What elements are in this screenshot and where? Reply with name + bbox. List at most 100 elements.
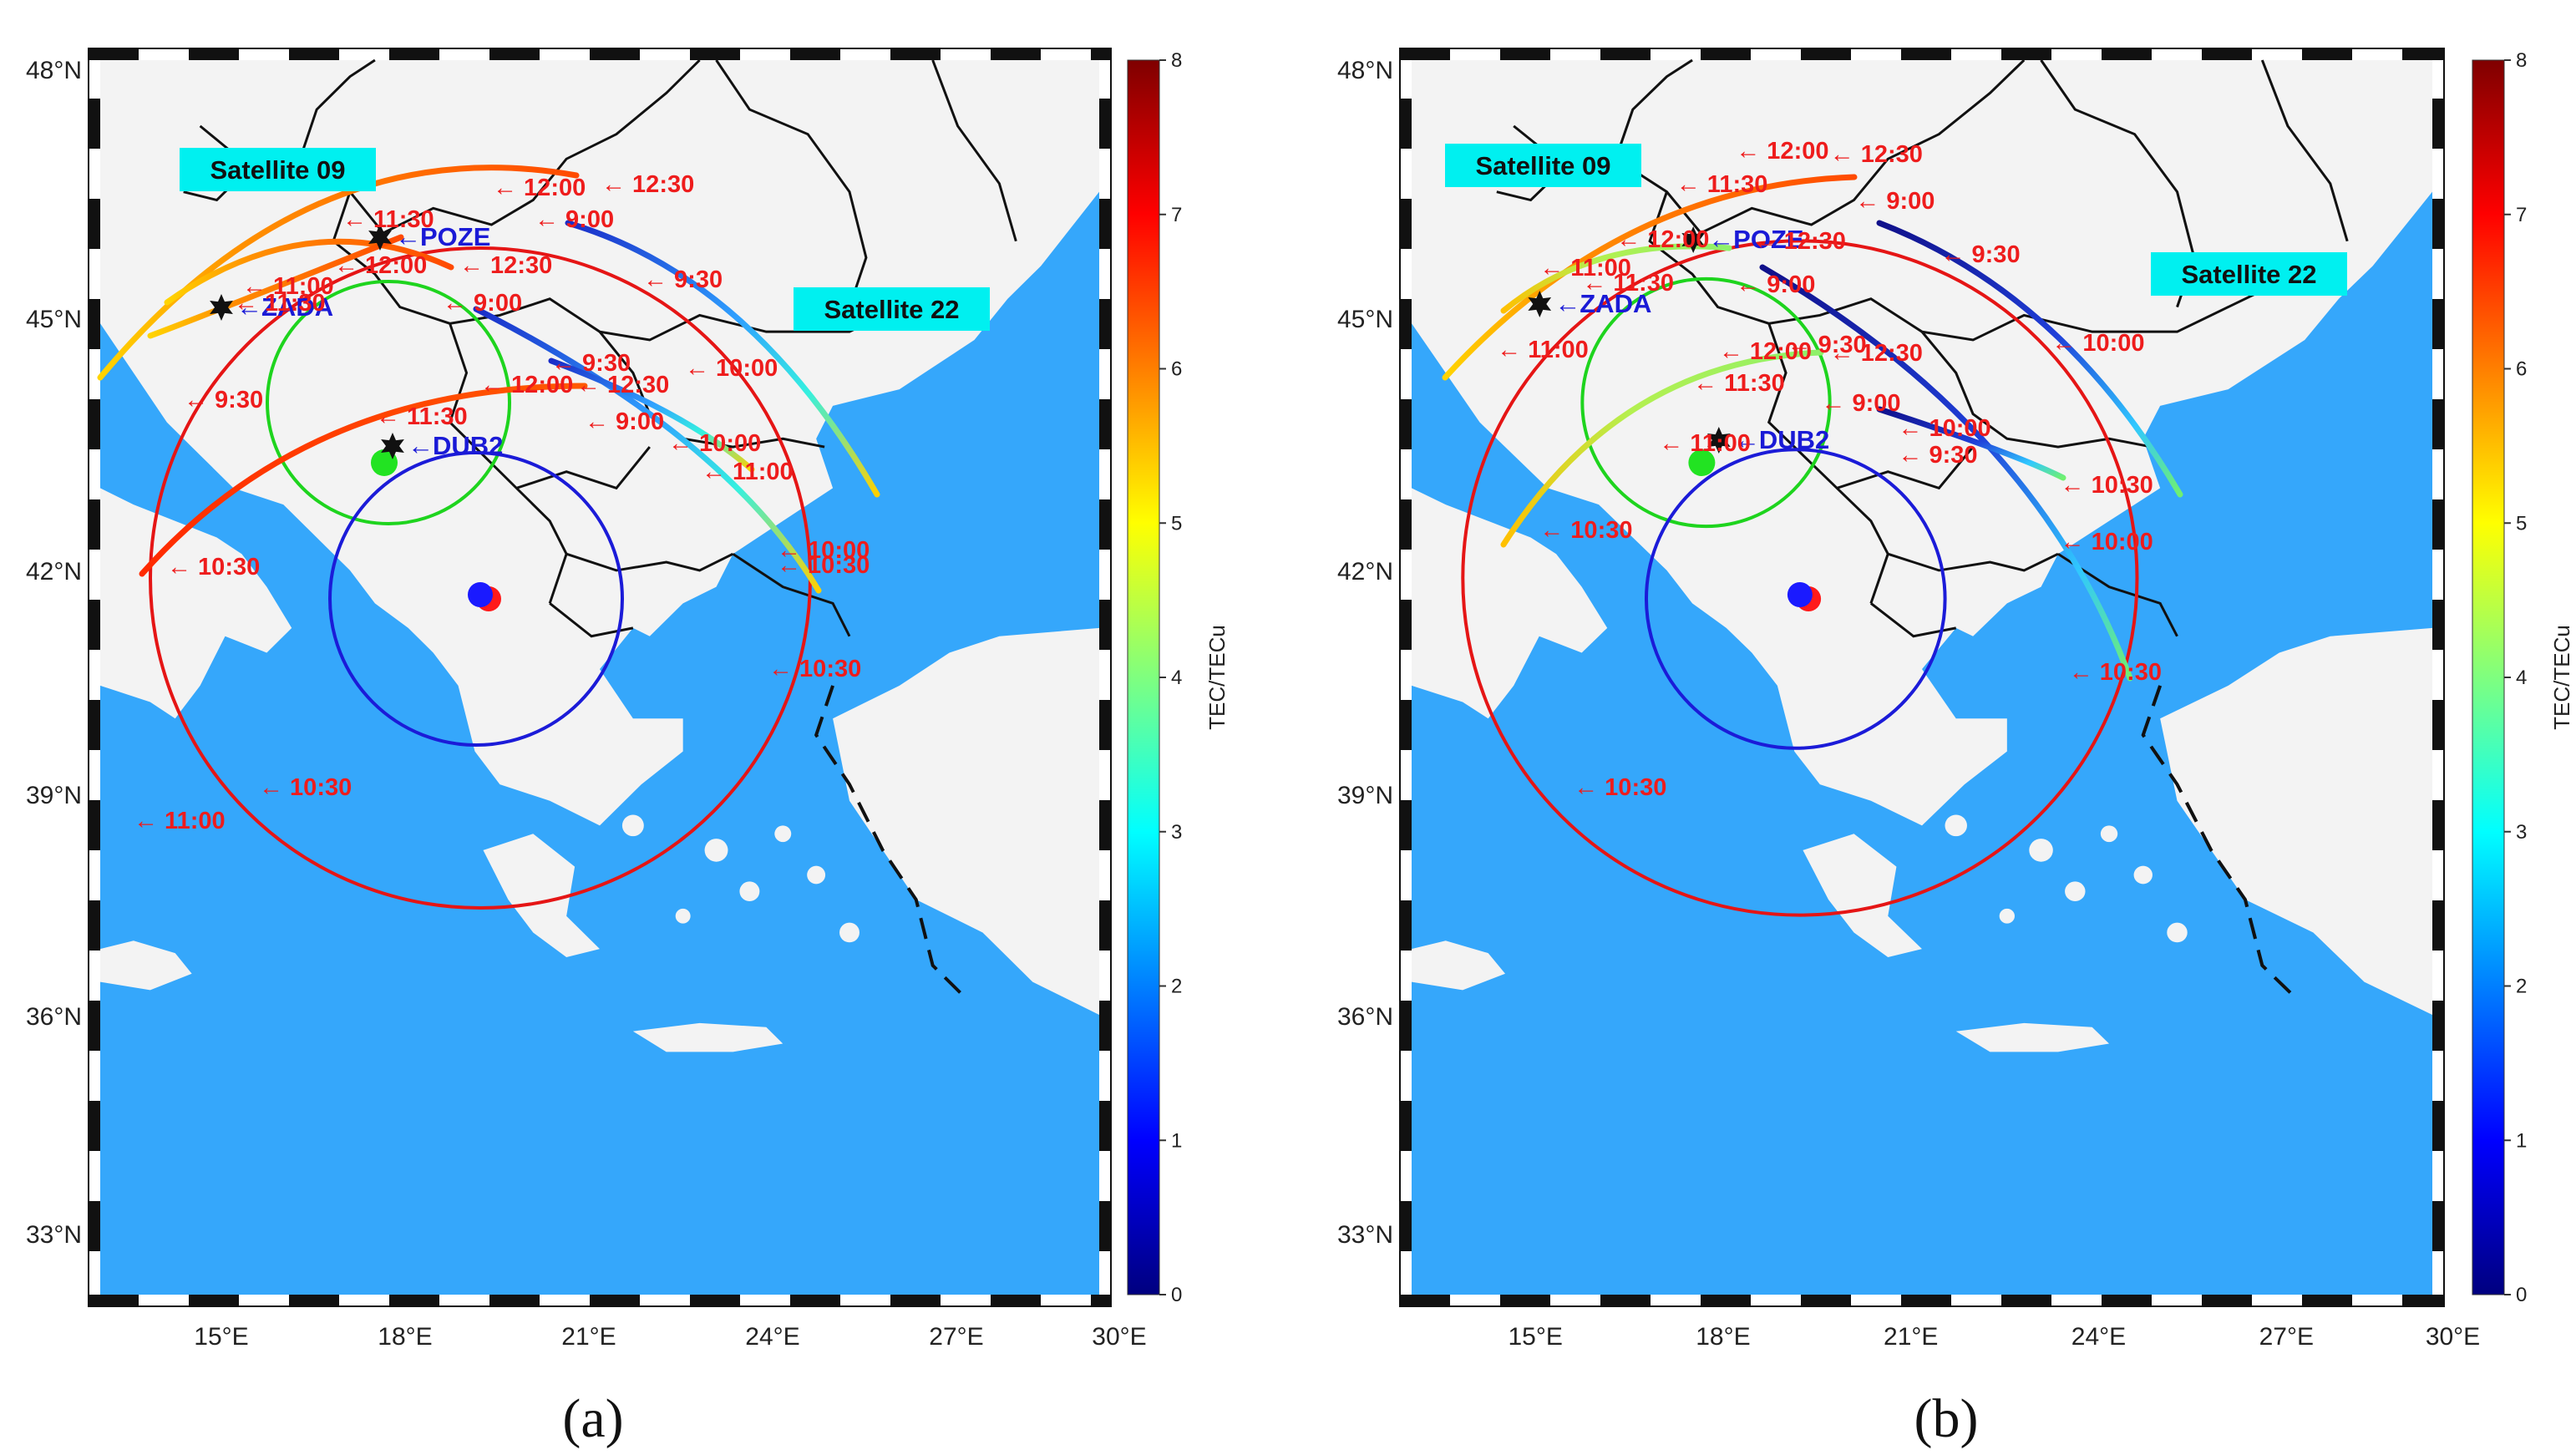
time-label: ← 12:00 (1719, 338, 1812, 365)
frame-segment (2001, 1295, 2051, 1306)
frame-segment (89, 1101, 100, 1151)
time-label: ← 10:30 (259, 774, 352, 801)
coverage-circle-blue (328, 451, 624, 747)
satellite-track (565, 220, 880, 498)
frame-segment (1099, 900, 1111, 951)
star-icon (1528, 291, 1552, 317)
time-label: ← 12:30 (459, 252, 552, 279)
colorbar-tick-label: 0 (1171, 1284, 1182, 1306)
panel-caption: (a) (562, 1388, 623, 1449)
time-label: ← 9:30 (551, 350, 631, 377)
satellite-track (473, 306, 822, 594)
station-arrow: ← (236, 292, 262, 322)
colorbar-tick-label: 0 (2516, 1284, 2527, 1306)
frame-segment (1801, 1295, 1851, 1306)
frame-segment (1400, 1301, 1412, 1306)
lon-tick-label: 15°E (194, 1323, 248, 1351)
time-label: ← 10:00 (2061, 529, 2153, 555)
frame-segment (2432, 1201, 2444, 1251)
time-label: ← 10:30 (1539, 517, 1632, 544)
panel-caption: (b) (1914, 1388, 1979, 1449)
lat-tick-label: 48°N (26, 57, 82, 84)
time-label: ← 9:30 (643, 266, 723, 293)
time-label: ← 9:00 (585, 408, 664, 435)
colorbar-tick-label: 8 (1171, 49, 1182, 72)
satellite-label: Satellite 09 (1476, 151, 1611, 180)
frame-segment (890, 48, 941, 60)
lat-tick-label: 39°N (1337, 782, 1393, 809)
frame-segment (89, 99, 100, 149)
frame-segment (89, 1001, 100, 1051)
lat-tick-label: 48°N (1337, 57, 1393, 84)
satellite-box (794, 287, 990, 331)
colorbar-tick-label: 3 (2516, 821, 2527, 844)
frame-segment (189, 1295, 239, 1306)
satellite-track (1442, 174, 1858, 381)
lon-tick-label: 27°E (929, 1323, 983, 1351)
station-label-dub2: DUB2 (1759, 425, 1829, 454)
time-label: ← 10:30 (768, 656, 861, 682)
green-dot (1688, 449, 1716, 476)
colorbar-tick-label: 7 (2516, 204, 2527, 226)
time-label: ← 11:00 (1659, 430, 1751, 457)
time-label: ← 12:30 (1753, 228, 1846, 255)
time-label: ← 11:30 (1582, 270, 1674, 297)
frame-segment (1701, 48, 1751, 60)
frame-segment (1099, 99, 1111, 149)
colorbar-title: TEC/TECu (2549, 625, 2574, 730)
satellite-track (1876, 406, 2066, 481)
frame-segment (2432, 499, 2444, 550)
epicenter-blue-dot (1787, 582, 1813, 607)
time-label: ← 11:30 (234, 290, 326, 317)
lon-tick-label: 30°E (1092, 1323, 1146, 1351)
satellite-box (180, 148, 376, 191)
lat-tick-label: 42°N (1337, 558, 1393, 586)
frame-segment (991, 1295, 1041, 1306)
frame-segment (2202, 48, 2252, 60)
frame-segment (89, 199, 100, 249)
epicenter-blue-dot (468, 582, 493, 607)
frame-segment (1400, 48, 1450, 60)
frame-segment (2432, 600, 2444, 650)
colorbar: 0 1 2 3 4 5 6 7 8 TEC/TECu (1127, 49, 1230, 1306)
time-label: ← 12:30 (1830, 141, 1923, 168)
frame-segment (1099, 1201, 1111, 1251)
frame-segment (1400, 900, 1412, 951)
frame-segment (1099, 299, 1111, 349)
frame-segment (89, 48, 139, 60)
satellite-box (1445, 144, 1641, 187)
colorbar-tick-label: 4 (1171, 667, 1182, 689)
colorbar-tick-label: 8 (2516, 49, 2527, 72)
frame-segment (790, 48, 840, 60)
frame-segment (89, 900, 100, 951)
colorbar-tick-label: 4 (2516, 667, 2527, 689)
station-label-poze: POZE (420, 222, 490, 251)
frame-segment (89, 1301, 100, 1306)
station-label-zada: ZADA (261, 292, 333, 322)
frame-segment (289, 48, 339, 60)
frame-segment (2432, 800, 2444, 850)
satellite-track (548, 357, 755, 473)
satellite-track (1876, 220, 2183, 498)
frame-segment (2001, 48, 2051, 60)
station-arrow: ← (395, 222, 421, 251)
coverage-circle-green (1580, 276, 1832, 529)
frame-segment (1500, 48, 1550, 60)
time-label: ← 9:30 (184, 387, 263, 413)
frame-segment (2432, 700, 2444, 750)
frame-segment (2432, 199, 2444, 249)
star-icon (1707, 427, 1731, 454)
time-label: ← 9:00 (1855, 188, 1935, 215)
frame-segment (1099, 800, 1111, 850)
frame-segment (489, 1295, 540, 1306)
lat-tick-label: 45°N (26, 306, 82, 333)
lon-tick-label: 30°E (2426, 1323, 2480, 1351)
colorbar-tick-label: 2 (2516, 976, 2527, 998)
frame-segment (590, 48, 640, 60)
frame-segment (1099, 1101, 1111, 1151)
frame-segment (690, 1295, 740, 1306)
colorbar-tick-label: 7 (1171, 204, 1182, 226)
time-label: ← 12:00 (1616, 226, 1709, 253)
